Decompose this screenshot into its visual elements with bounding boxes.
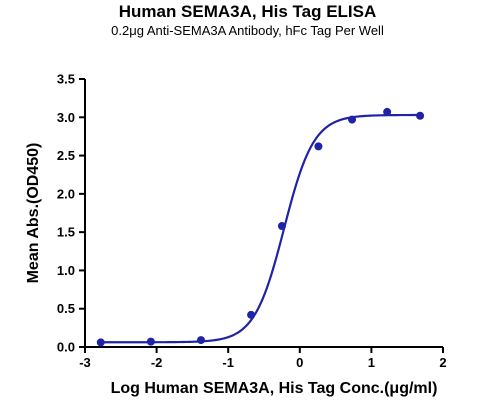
y-tick-label: 1.5 (57, 225, 75, 240)
data-point (196, 336, 205, 345)
y-tick-label: 3.0 (57, 110, 75, 125)
chart-title: Human SEMA3A, His Tag ELISA (118, 2, 377, 21)
x-tick-label: 0 (296, 355, 303, 370)
data-point (247, 310, 256, 319)
y-tick-label: 0.5 (57, 301, 75, 316)
y-tick-label: 3.5 (57, 72, 75, 87)
x-tick-label: -3 (79, 355, 91, 370)
data-point (416, 111, 425, 120)
data-point (146, 337, 155, 346)
x-tick-label: -2 (151, 355, 163, 370)
x-tick-label: -1 (222, 355, 234, 370)
data-point (383, 107, 392, 116)
data-point (277, 222, 286, 231)
fit-curve (100, 113, 421, 344)
data-point (314, 142, 323, 151)
x-axis-label: Log Human SEMA3A, His Tag Conc.(μg/ml) (111, 380, 438, 397)
x-tick-label: 2 (439, 355, 446, 370)
y-tick-label: 2.5 (57, 148, 75, 163)
y-tick-label: 2.0 (57, 186, 75, 201)
data-point (348, 115, 357, 124)
y-tick-label: 0.0 (57, 340, 75, 355)
y-tick-label: 1.0 (57, 263, 75, 278)
y-axis-label: Mean Abs.(OD450) (25, 143, 42, 284)
data-point (96, 338, 105, 347)
chart-subtitle: 0.2μg Anti-SEMA3A Antibody, hFc Tag Per … (111, 23, 384, 38)
x-tick-label: 1 (368, 355, 375, 370)
